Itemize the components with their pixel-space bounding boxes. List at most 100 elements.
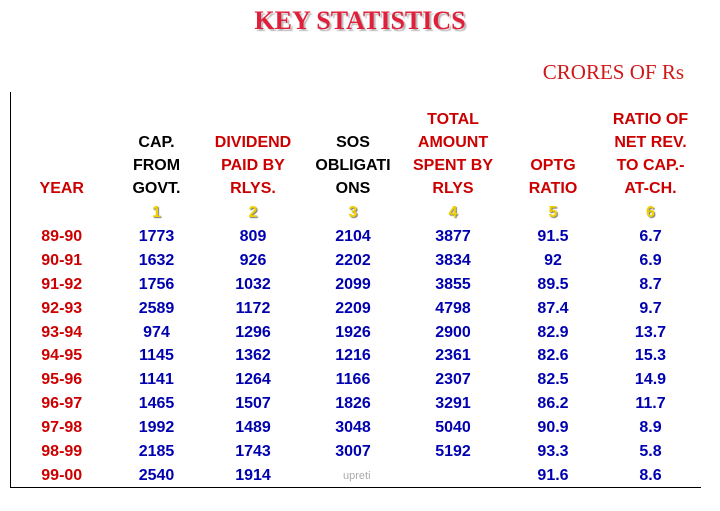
table-cell: 1773	[138, 228, 175, 246]
table-cell: 1296	[235, 323, 271, 341]
table-cell: 1216	[335, 347, 371, 365]
table-row: 95-96 1141 1264 1166 2307 82.5 14.9	[11, 368, 701, 392]
header-cell: DIVIDEND PAID BY RLYS.	[201, 92, 306, 200]
header-line: PAID BY	[221, 157, 285, 174]
index-cell: 4	[448, 204, 458, 221]
table-cell: 3048	[335, 418, 371, 436]
table-cell: 5040	[435, 418, 471, 436]
table-cell: 89-90	[41, 228, 83, 246]
header-cell: TOTAL AMOUNT SPENT BY RLYS	[401, 92, 506, 200]
table-cell: 1756	[138, 276, 175, 294]
table-cell: 1264	[235, 371, 271, 389]
header-line: FROM	[132, 157, 181, 174]
table-cell: 926	[239, 252, 267, 270]
table-cell: 1632	[138, 252, 175, 270]
table-cell: 1743	[235, 442, 271, 460]
table-cell: 15.3	[634, 347, 667, 365]
header-row: YEAR CAP. FROM GOVT. DIVIDEND PAID BY RLYS. SOS…	[11, 92, 701, 200]
table-cell: 1914	[235, 466, 271, 484]
table-cell: 2361	[435, 347, 471, 365]
table-cell: 95-96	[41, 371, 83, 389]
table-cell: 90-91	[41, 252, 83, 270]
header-cell: OPTG RATIO	[506, 92, 601, 200]
table-cell: 9.7	[639, 299, 662, 317]
table-cell: 2900	[435, 323, 471, 341]
table-cell: 2202	[335, 252, 371, 270]
table-cell: 2209	[335, 299, 371, 317]
table-cell: 86.2	[537, 395, 569, 413]
index-cell	[11, 200, 113, 225]
table-cell: 93-94	[41, 323, 83, 341]
table-row: 93-94 974 1296 1926 2900 82.9 13.7	[11, 320, 701, 344]
header-cell: YEAR	[11, 92, 113, 200]
table-cell: 1166	[335, 371, 371, 389]
header-line: TO CAP.-	[616, 157, 685, 174]
table-cell: 8.7	[639, 276, 662, 294]
header-line: OBLIGATI	[315, 157, 391, 174]
table-cell: 98-99	[41, 442, 83, 460]
header-line: OPTG	[530, 157, 576, 174]
header-line: DIVIDEND	[214, 134, 292, 151]
table-cell: 1826	[335, 395, 371, 413]
table-cell	[401, 463, 506, 487]
table-cell: 82.6	[537, 347, 569, 365]
table-cell: 94-95	[41, 347, 83, 365]
table-cell: 91.5	[537, 228, 569, 246]
table-cell: 82.9	[537, 323, 569, 341]
table-cell: 1489	[235, 418, 271, 436]
table-cell: 1362	[235, 347, 271, 365]
index-row: 1 2 3 4 5 6	[11, 200, 701, 225]
table-cell: 91-92	[41, 276, 83, 294]
table-row: 99-00 2540 1914 91.6 8.6	[11, 463, 701, 487]
table-cell: 89.5	[537, 276, 569, 294]
table-cell: 96-97	[41, 395, 83, 413]
table-cell: 3877	[435, 228, 471, 246]
header-line: AMOUNT	[417, 134, 489, 151]
header-cell: RATIO OF NET REV. TO CAP.- AT-CH.	[601, 92, 701, 200]
table-row: 91-92 1756 1032 2099 3855 89.5 8.7	[11, 273, 701, 297]
table-cell: 974	[143, 323, 170, 341]
header-line: RLYS	[432, 180, 474, 197]
index-cell: 5	[548, 204, 558, 221]
table-row: 89-90 1773 809 2104 3877 91.5 6.7	[11, 225, 701, 249]
table-cell: 1032	[235, 276, 271, 294]
index-cell: 3	[348, 204, 358, 221]
table-cell: 11.7	[635, 395, 666, 413]
table-cell: 1141	[139, 371, 174, 389]
table-cell: 5192	[435, 442, 471, 460]
table-row: 96-97 1465 1507 1826 3291 86.2 11.7	[11, 392, 701, 416]
index-cell: 6	[646, 204, 655, 221]
table-row: 97-98 1992 1489 3048 5040 90.9 8.9	[11, 416, 701, 440]
table-cell: 82.5	[537, 371, 569, 389]
table-cell: 13.7	[634, 323, 667, 341]
table-cell: 4798	[435, 299, 471, 317]
subtitle: CRORES OF Rs	[542, 60, 684, 84]
table-cell: 91.6	[537, 466, 569, 484]
table-cell: 3291	[435, 395, 471, 413]
header-cell: SOS OBLIGATI ONS	[306, 92, 401, 200]
table-cell: 87.4	[537, 299, 569, 317]
table-cell: 8.9	[639, 418, 662, 436]
table-cell: 3834	[435, 252, 471, 270]
table-cell: 1465	[138, 395, 175, 413]
header-line: RATIO	[528, 180, 578, 197]
index-cell: 1	[152, 204, 161, 221]
table-cell: 90.9	[537, 418, 569, 436]
index-cell: 2	[248, 204, 258, 221]
table-cell: 2104	[335, 228, 371, 246]
table-cell: 2307	[435, 371, 471, 389]
table-cell: 2540	[138, 466, 175, 484]
header-line: YEAR	[39, 180, 84, 197]
title: KEY STATISTICS	[254, 6, 466, 35]
header-line: ONS	[335, 180, 371, 197]
table-cell: 5.8	[639, 442, 662, 460]
table-cell: 14.9	[634, 371, 667, 389]
header-line: TOTAL	[427, 111, 479, 128]
table-cell: 2589	[138, 299, 175, 317]
table-cell: 93.3	[537, 442, 569, 460]
table-cell: 6.7	[639, 228, 662, 246]
table-cell: 1992	[138, 418, 175, 436]
header-line: CAP.	[138, 134, 175, 151]
table-cell: 1926	[335, 323, 371, 341]
